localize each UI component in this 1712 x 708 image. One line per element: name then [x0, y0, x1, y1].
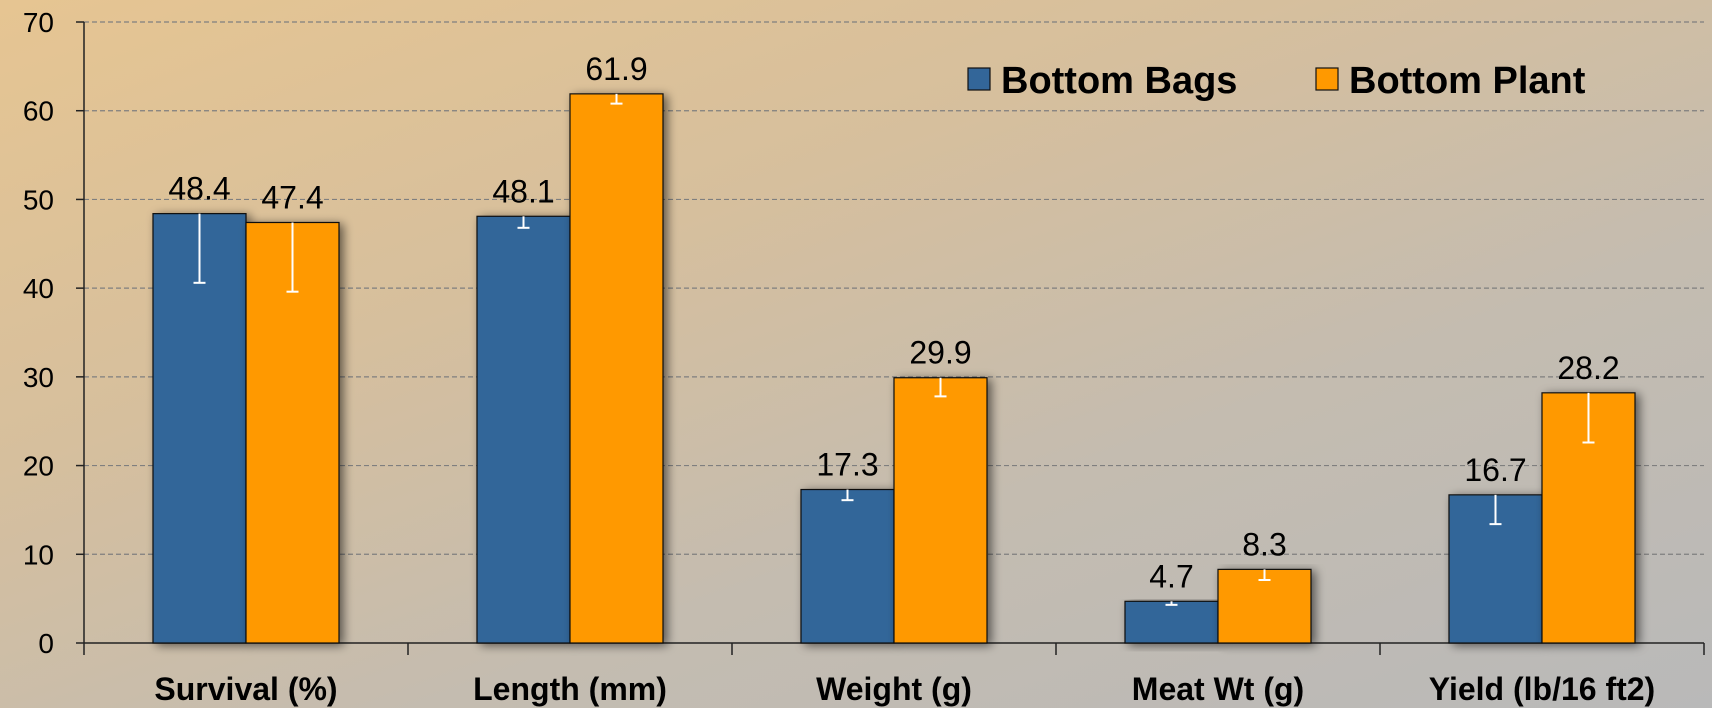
- y-tick-label: 0: [38, 628, 54, 659]
- category-label: Meat Wt (g): [1132, 671, 1304, 707]
- data-label: 47.4: [261, 179, 323, 215]
- bar: [476, 215, 571, 644]
- bars: [152, 93, 1636, 644]
- y-tick-label: 30: [23, 362, 54, 393]
- data-label: 61.9: [585, 51, 647, 87]
- error-bars: [193, 93, 1595, 606]
- category-label: Yield (lb/16 ft2): [1429, 671, 1655, 707]
- bar: [569, 93, 664, 644]
- legend-swatch: [1315, 67, 1339, 91]
- y-tick-label: 10: [23, 539, 54, 570]
- category-label: Weight (g): [816, 671, 972, 707]
- data-labels: 48.4 47.4 48.1 61.9 17.3 29.9 4.7 8.3 16.7 28.2: [168, 51, 1619, 594]
- legend-swatch: [967, 67, 991, 91]
- bar: [1124, 600, 1219, 644]
- bar: [800, 488, 895, 644]
- y-tick-label: 40: [23, 273, 54, 304]
- data-label: 4.7: [1149, 558, 1193, 594]
- legend-label: Bottom Bags: [1001, 60, 1237, 102]
- data-label: 28.2: [1557, 350, 1619, 386]
- category-label: Length (mm): [473, 671, 667, 707]
- y-tick-label: 20: [23, 451, 54, 482]
- y-tick-label: 70: [23, 7, 54, 38]
- bar: [1217, 568, 1312, 644]
- data-label: 48.4: [168, 171, 230, 207]
- y-tick-label: 50: [23, 184, 54, 215]
- data-label: 8.3: [1242, 526, 1286, 562]
- bar: [152, 213, 247, 644]
- axes: 0 10 20 30 40 50 60 70 Survival (%) Length (mm) We…: [23, 7, 1705, 707]
- bar: [893, 377, 988, 644]
- legend-label: Bottom Plant: [1349, 60, 1586, 102]
- data-label: 16.7: [1464, 452, 1526, 488]
- data-label: 29.9: [909, 335, 971, 371]
- data-label: 48.1: [492, 173, 554, 209]
- y-tick-label: 60: [23, 96, 54, 127]
- data-label: 17.3: [816, 447, 878, 483]
- category-label: Survival (%): [154, 671, 337, 707]
- legend: Bottom Bags Bottom Plant: [967, 60, 1586, 102]
